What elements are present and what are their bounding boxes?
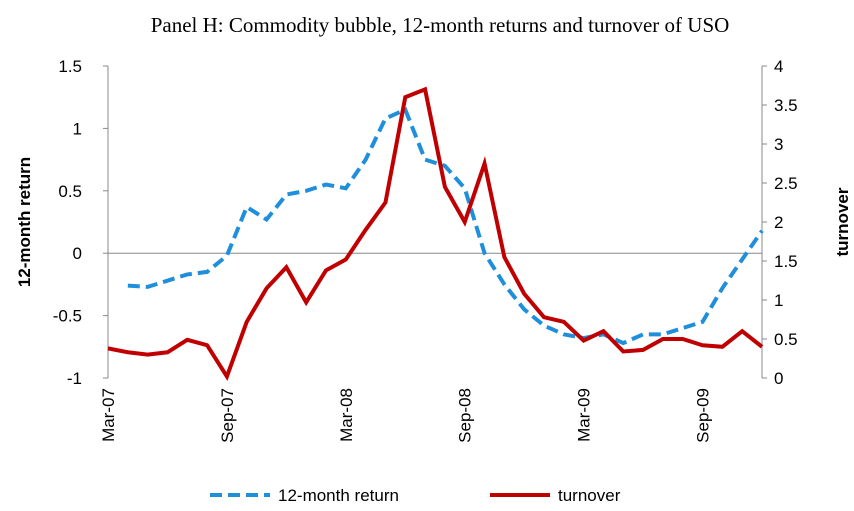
x-tick-label: Mar-08 — [337, 388, 356, 442]
y-tick-label: 0.5 — [58, 182, 82, 201]
y2-tick-label: 2.5 — [774, 174, 798, 193]
y2-axis-title: turnover — [833, 187, 852, 256]
legend-label: 12-month return — [278, 486, 399, 505]
series-line — [127, 107, 764, 346]
chart-title: Panel H: Commodity bubble, 12-month retu… — [151, 13, 730, 37]
y2-tick-label: 0.5 — [774, 330, 798, 349]
y-tick-label: 1.5 — [58, 57, 82, 76]
y2-tick-label: 3.5 — [774, 96, 798, 115]
y-axis-title: 12-month return — [15, 157, 34, 287]
y2-tick-label: 1 — [774, 291, 783, 310]
legend-label: turnover — [558, 486, 621, 505]
x-tick-label: Sep-09 — [694, 388, 713, 443]
y-tick-label: -0.5 — [53, 307, 82, 326]
x-tick-label: Sep-07 — [218, 388, 237, 443]
y2-tick-label: 4 — [774, 57, 783, 76]
y2-tick-label: 3 — [774, 135, 783, 154]
x-tick-label: Mar-09 — [575, 388, 594, 442]
y-tick-label: 0 — [73, 244, 82, 263]
x-tick-label: Sep-08 — [456, 388, 475, 443]
x-tick-label: Mar-07 — [99, 388, 118, 442]
y2-tick-label: 2 — [774, 213, 783, 232]
y-tick-label: -1 — [67, 369, 82, 388]
y-tick-label: 1 — [73, 119, 82, 138]
series-line — [107, 86, 764, 381]
y2-tick-label: 1.5 — [774, 252, 798, 271]
y2-tick-label: 0 — [774, 369, 783, 388]
